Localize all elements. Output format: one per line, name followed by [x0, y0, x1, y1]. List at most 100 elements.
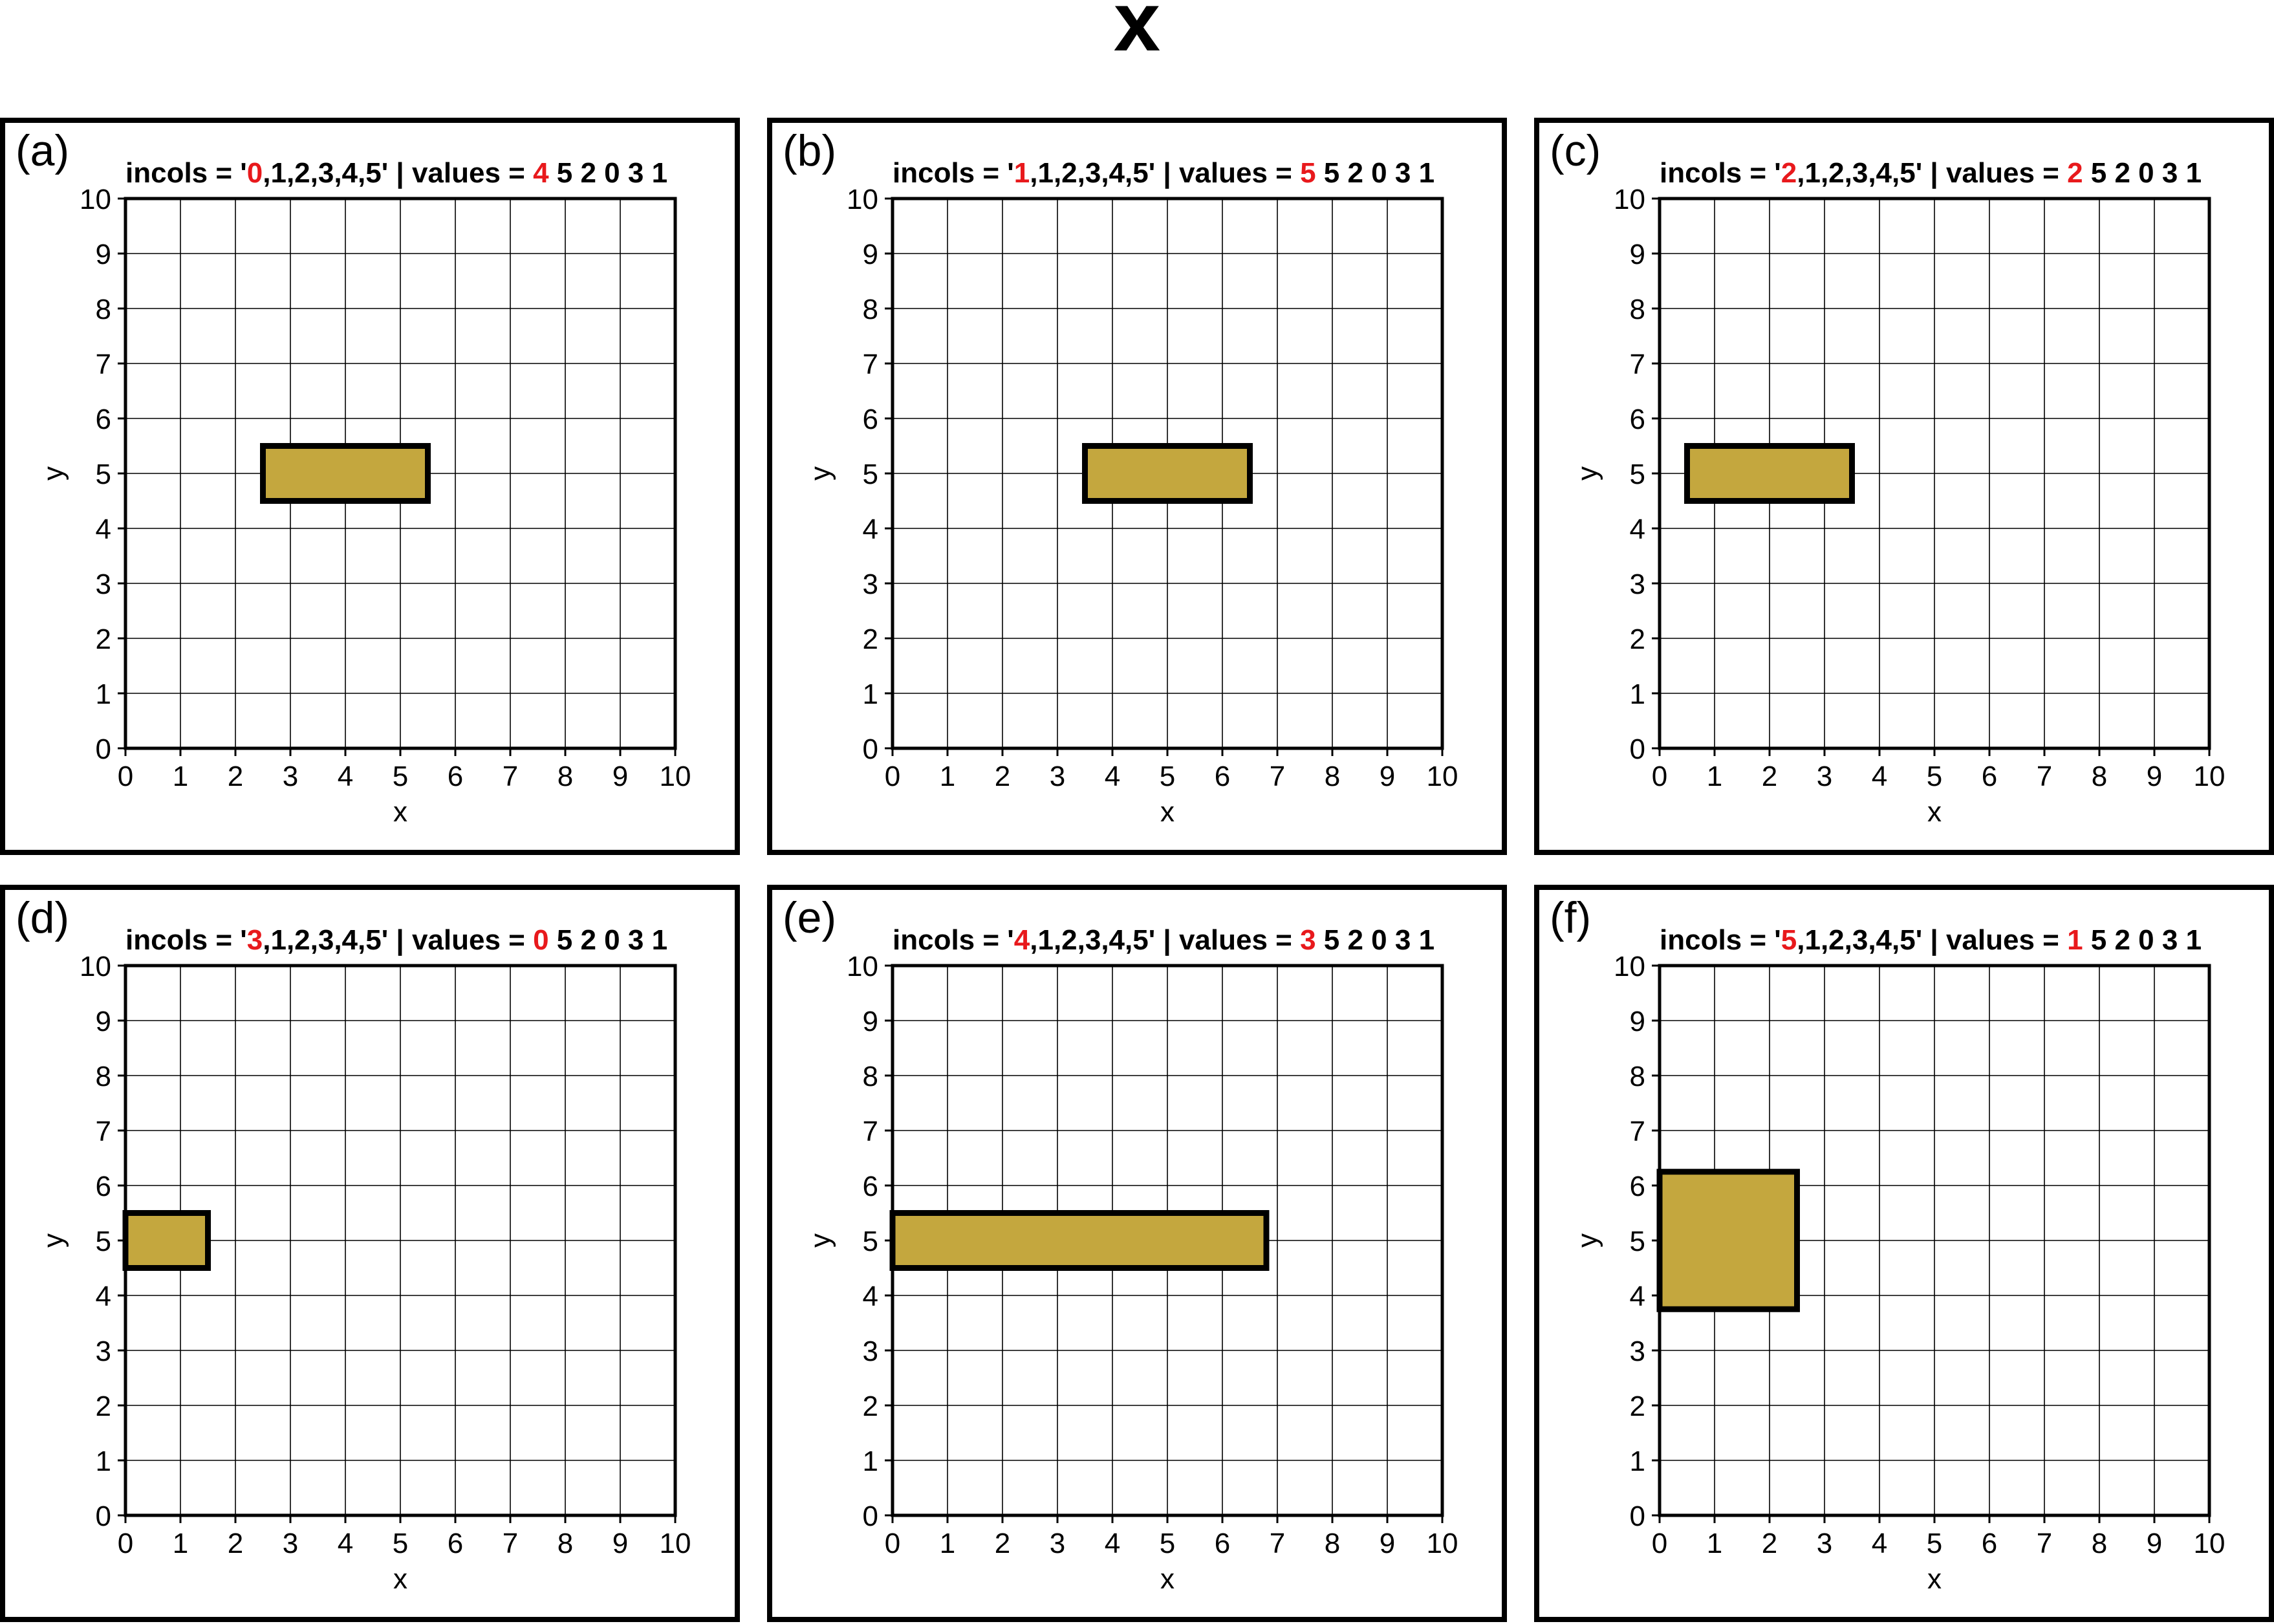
x-axis-label: x — [1160, 796, 1175, 828]
panel-frame — [767, 118, 1507, 855]
y-tick-label: 9 — [1630, 239, 1645, 270]
y-tick-label: 7 — [1630, 349, 1645, 380]
panel-title: incols = '2,1,2,3,4,5' | values = 2 5 2 … — [1660, 157, 2202, 189]
x-tick-label: 3 — [1817, 761, 1832, 792]
panel-title-part: incols = ' — [893, 924, 1014, 956]
x-tick-label: 8 — [2092, 1528, 2107, 1559]
y-tick-label: 7 — [1630, 1116, 1645, 1147]
panel-title-highlight: 5 — [1300, 157, 1316, 189]
y-axis-label: y — [38, 466, 69, 481]
panel-title-part: incols = ' — [1660, 157, 1781, 189]
x-tick-label: 5 — [1160, 1528, 1175, 1559]
panel-label: (e) — [783, 893, 836, 942]
x-tick-label: 7 — [2037, 761, 2052, 792]
y-tick-label: 4 — [96, 514, 111, 545]
x-tick-label: 0 — [885, 1528, 900, 1559]
x-tick-label: 4 — [338, 761, 353, 792]
y-tick-label: 6 — [863, 404, 878, 435]
panel-title-part: ,1,2,3,4,5' | values = — [1797, 157, 2067, 189]
panel-frame — [1534, 885, 2274, 1622]
x-tick-label: 0 — [885, 761, 900, 792]
x-tick-label: 8 — [1325, 761, 1340, 792]
panel-title-part: ,1,2,3,4,5' | values = — [1030, 924, 1300, 957]
x-tick-label: 2 — [228, 1528, 243, 1559]
x-tick-label: 7 — [1270, 1528, 1285, 1559]
panel-title-part: 5 2 0 3 1 — [2083, 157, 2202, 189]
y-tick-label: 8 — [1630, 294, 1645, 325]
y-tick-label: 5 — [1630, 1226, 1645, 1257]
y-tick-label: 8 — [96, 1061, 111, 1092]
x-tick-label: 10 — [660, 1528, 691, 1559]
y-tick-label: 4 — [1630, 514, 1645, 545]
panel-title-highlight: 1 — [1014, 157, 1030, 189]
y-tick-label: 1 — [96, 678, 111, 710]
panel-title-part: ,1,2,3,4,5' | values = — [263, 924, 533, 957]
y-tick-label: 10 — [80, 184, 111, 215]
y-tick-label: 1 — [1630, 678, 1645, 710]
y-tick-label: 1 — [863, 678, 878, 710]
y-tick-label: 4 — [96, 1281, 111, 1312]
y-axis-label: y — [805, 1233, 836, 1248]
x-tick-label: 5 — [1927, 1528, 1942, 1559]
x-tick-label: 6 — [448, 761, 463, 792]
panel-label: (d) — [16, 893, 69, 942]
panel-title-part: incols = ' — [1660, 924, 1781, 956]
x-tick-label: 1 — [940, 761, 955, 792]
plot-frame — [124, 964, 677, 1517]
y-tick-label: 7 — [863, 1116, 878, 1147]
x-tick-label: 4 — [1872, 761, 1887, 792]
y-tick-label: 2 — [1630, 623, 1645, 655]
y-tick-label: 8 — [863, 294, 878, 325]
bar — [1656, 1169, 1800, 1312]
x-tick-label: 2 — [995, 761, 1010, 792]
y-tick-label: 5 — [1630, 459, 1645, 490]
page-title: x — [1114, 0, 1160, 69]
x-tick-label: 10 — [1427, 1528, 1458, 1559]
panel-frame — [767, 885, 1507, 1622]
y-tick-label: 9 — [1630, 1006, 1645, 1037]
x-tick-label: 2 — [228, 761, 243, 792]
panel-title-highlight: 0 — [533, 924, 548, 956]
panel-frame — [1534, 118, 2274, 855]
x-tick-label: 2 — [1762, 761, 1777, 792]
y-tick-label: 10 — [847, 951, 878, 982]
y-tick-label: 2 — [96, 1391, 111, 1422]
panel-title-highlight: 0 — [247, 157, 263, 189]
y-tick-label: 4 — [863, 1281, 878, 1312]
x-tick-label: 8 — [1325, 1528, 1340, 1559]
y-axis-label: y — [1572, 466, 1603, 481]
x-tick-label: 5 — [393, 761, 408, 792]
x-tick-label: 0 — [1652, 761, 1667, 792]
panel-title-part: 5 2 0 3 1 — [2083, 924, 2202, 956]
x-tick-label: 4 — [1872, 1528, 1887, 1559]
y-tick-label: 0 — [96, 733, 111, 765]
x-tick-label: 7 — [503, 1528, 518, 1559]
x-tick-label: 2 — [1762, 1528, 1777, 1559]
x-tick-label: 4 — [1105, 1528, 1120, 1559]
y-axis-label: y — [1572, 1233, 1603, 1248]
y-tick-label: 5 — [863, 1226, 878, 1257]
x-tick-label: 6 — [448, 1528, 463, 1559]
y-axis-label: y — [38, 1233, 69, 1248]
y-tick-label: 1 — [96, 1445, 111, 1477]
x-tick-label: 0 — [1652, 1528, 1667, 1559]
panel-frame — [0, 885, 740, 1622]
bar — [889, 1210, 1270, 1271]
x-tick-label: 4 — [338, 1528, 353, 1559]
panel-title-highlight: 5 — [1781, 924, 1797, 956]
y-tick-label: 0 — [1630, 1500, 1645, 1532]
panel-title: incols = '1,1,2,3,4,5' | values = 5 5 2 … — [893, 157, 1435, 189]
x-tick-label: 9 — [1380, 761, 1395, 792]
bar — [122, 1210, 211, 1271]
panel-title: incols = '3,1,2,3,4,5' | values = 0 5 2 … — [125, 924, 667, 957]
x-tick-label: 9 — [2147, 761, 2162, 792]
y-tick-label: 6 — [96, 404, 111, 435]
panel-title-part: 5 2 0 3 1 — [549, 157, 667, 189]
y-tick-label: 10 — [1614, 184, 1645, 215]
